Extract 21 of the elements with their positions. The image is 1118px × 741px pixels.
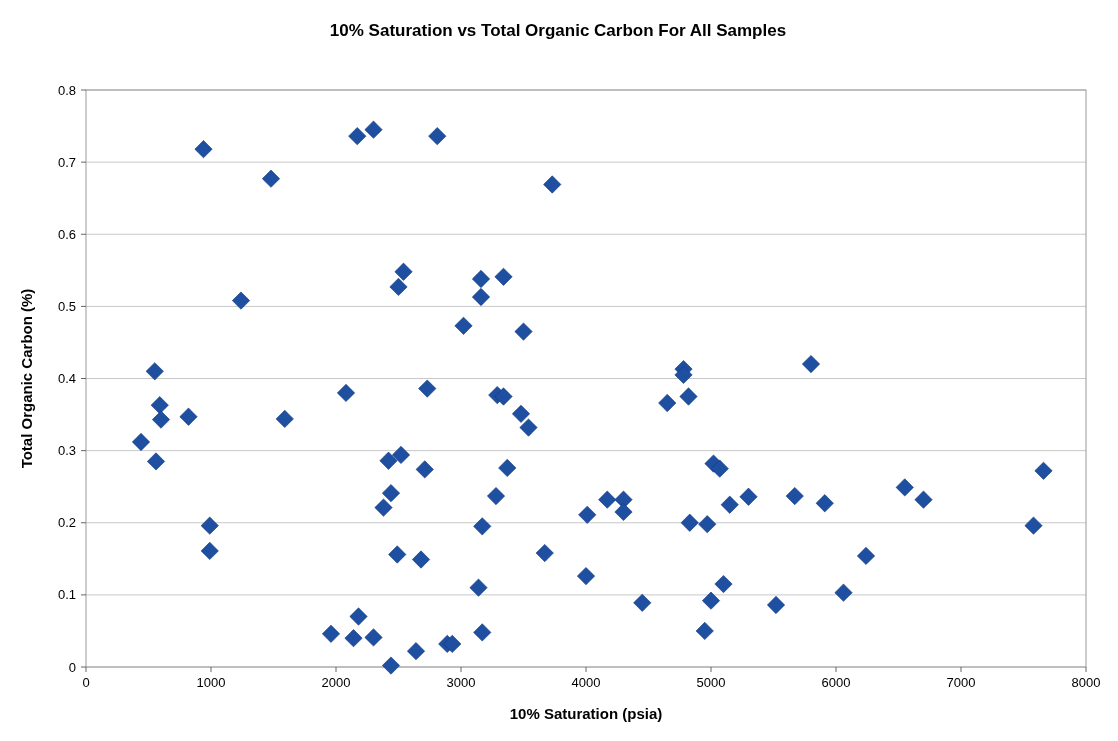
- y-tick-label: 0.6: [57, 226, 76, 242]
- x-tick-label: 6000: [821, 675, 851, 690]
- y-tick-label: 0.2: [57, 515, 76, 531]
- y-tick-label: 0.7: [57, 154, 76, 170]
- x-tick-label: 3000: [446, 675, 476, 690]
- chart-title: 10% Saturation vs Total Organic Carbon For All Samples: [329, 21, 787, 40]
- x-tick-label: 1000: [196, 675, 226, 690]
- x-tick-label: 4000: [571, 675, 601, 690]
- x-axis-title: 10% Saturation (psia): [509, 705, 663, 722]
- y-tick-label: 0: [68, 659, 76, 675]
- y-tick-label: 0.3: [57, 443, 76, 459]
- x-tick-label: 5000: [696, 675, 726, 690]
- y-tick-label: 0.1: [57, 587, 76, 603]
- y-axis-title: Total Organic Carbon (%): [18, 288, 35, 469]
- x-tick-label: 2000: [321, 675, 351, 690]
- x-tick-label: 7000: [946, 675, 976, 690]
- y-tick-label: 0.4: [57, 371, 76, 386]
- y-tick-label: 0.8: [57, 82, 76, 98]
- y-tick-label: 0.5: [57, 298, 76, 314]
- x-tick-label: 0: [82, 675, 90, 690]
- x-tick-label: 8000: [1071, 675, 1101, 690]
